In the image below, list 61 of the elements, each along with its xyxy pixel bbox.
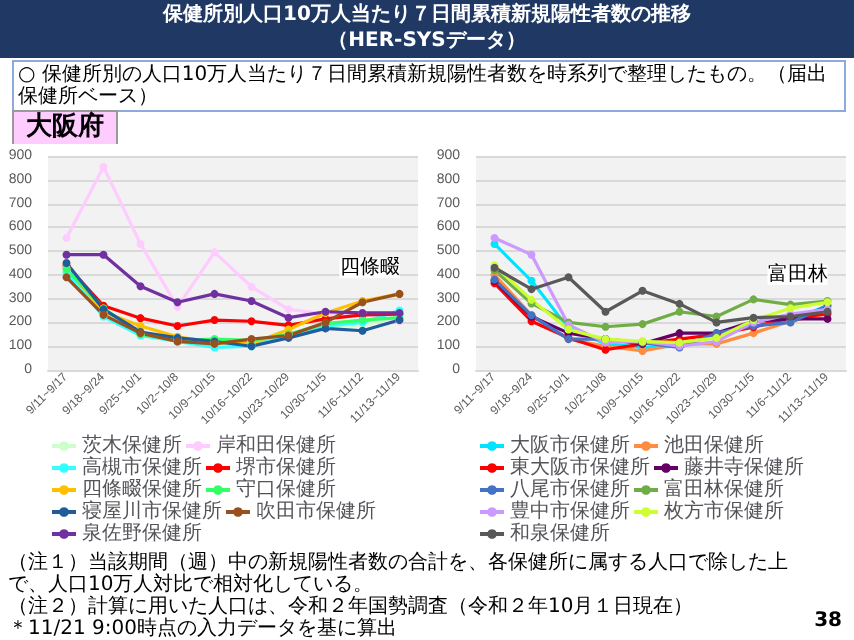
annotation: 富田林 [767,262,828,287]
point [247,282,256,291]
point [136,314,145,323]
legend-label: 八尾市保健所 [510,477,630,501]
point [62,234,71,243]
point [247,317,256,326]
point [675,299,684,308]
legend-label: 池田保健所 [664,433,764,457]
point [712,318,721,327]
point [284,305,293,314]
legend-label: 大阪市保健所 [510,433,630,457]
point [136,239,145,248]
point [638,320,647,329]
chart-title: 保健所別人口10万人当たり７日間累積新規陽性者数の推移 [160,2,693,28]
point [136,282,145,291]
text: 大阪府 [12,110,118,146]
point [284,313,293,322]
point [749,295,758,304]
point [247,297,256,306]
legend-label: 富田林保健所 [664,477,784,501]
legend-label: 岸和田保健所 [216,433,336,457]
point [62,273,71,282]
legend-label: 寝屋川市保健所 [82,499,222,523]
point [210,289,219,298]
legend-label: 吹田市保健所 [256,499,376,523]
annotation: 四條畷 [339,254,400,279]
point [173,298,182,307]
legend-label: 泉佐野保健所 [82,521,202,545]
point [527,285,536,294]
legend-label: 茨木保健所 [82,433,182,457]
point [638,286,647,295]
legend-label: 四條畷保健所 [82,477,202,501]
point [173,322,182,331]
point [210,248,219,257]
text: （注１）当該期間（週）中の新規陽性者数の合計を、各保健所に属する人口で除した上で、人口10万人対比で相対化している。 [8,552,790,596]
text: ○ 保健所別の人口10万人当たり７日間累積新規陽性者数を時系列で整理したもの。（届出保健所ベース） [12,60,846,112]
point [210,316,219,325]
point [601,307,610,316]
legend-label: 和泉保健所 [510,521,610,545]
point [675,329,684,338]
point [527,276,536,285]
point [564,273,573,282]
point [62,250,71,259]
point [490,234,499,243]
text: （注２）計算に用いた人口は、令和２年国勢調査（令和２年10月１日現在） [8,596,696,618]
legend-label: 東大阪市保健所 [510,455,650,479]
text: 38 [814,610,842,632]
point [527,250,536,259]
legend-label: 堺市保健所 [234,455,336,479]
legend-label: 高槻市保健所 [82,455,202,479]
legend-label: 藤井寺保健所 [684,455,804,479]
legend-label: 守口保健所 [236,477,336,501]
point [601,322,610,331]
legend-label: 枚方市保健所 [662,499,784,523]
point [99,250,108,259]
chart-subtitle: （HER-SYSデータ） [326,28,528,54]
point [675,307,684,316]
legend-label: 豊中市保健所 [510,499,630,523]
point [99,162,108,171]
point [358,326,367,335]
text: ＊11/21 9:00時点の入力データを基に算出 [8,618,399,640]
